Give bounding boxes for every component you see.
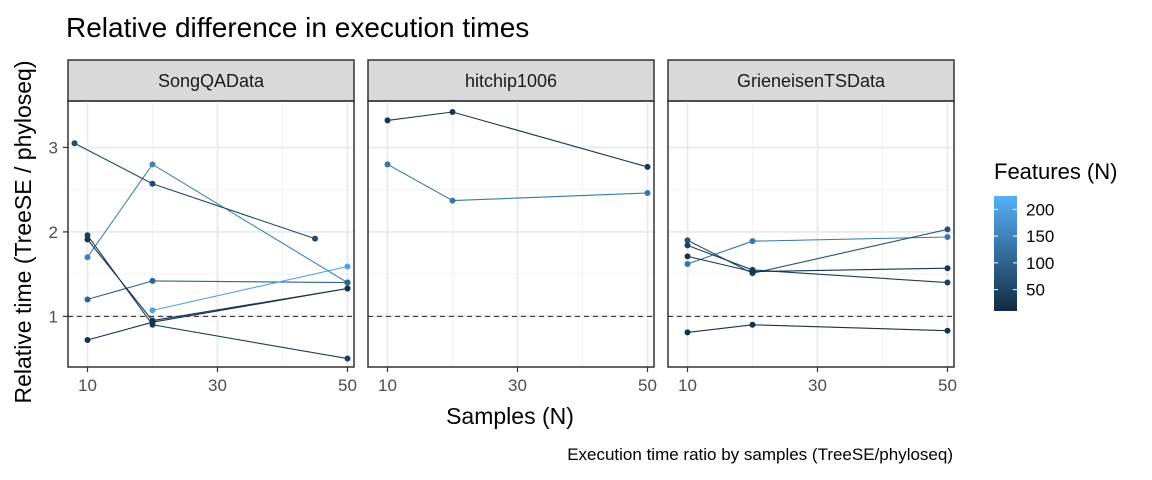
data-point [684, 253, 691, 260]
data-point [84, 232, 91, 239]
y-tick-label: 2 [49, 223, 58, 242]
data-point [344, 355, 351, 362]
x-tick-label: 30 [508, 376, 527, 395]
data-point [944, 226, 951, 233]
data-point [749, 321, 756, 328]
x-tick-label: 30 [808, 376, 827, 395]
data-point [384, 117, 391, 124]
major-grid [68, 101, 354, 367]
data-point [684, 329, 691, 336]
major-grid [368, 101, 654, 367]
data-point [149, 307, 156, 314]
panel-strip-label: SongQAData [158, 71, 265, 91]
panel-border [667, 100, 955, 368]
x-tick-label: 50 [938, 376, 957, 395]
data-point [149, 180, 156, 187]
data-point [84, 296, 91, 303]
x-tick-label: 30 [208, 376, 227, 395]
data-point [749, 268, 756, 275]
legend-tick-label: 200 [1026, 200, 1054, 219]
data-point [749, 238, 756, 245]
panel-strip [367, 59, 655, 102]
data-point [684, 260, 691, 267]
panel-SongQAData: SongQAData 10 30 50 1 2 3 [49, 59, 357, 395]
y-tick-label: 3 [49, 138, 58, 157]
x-axis-title: Samples (N) [446, 403, 574, 429]
panel-strip-label: hitchip1006 [465, 71, 557, 91]
series-line [684, 321, 951, 336]
data-point [449, 197, 456, 204]
panel-strip-label: GrieneisenTSData [737, 71, 886, 91]
legend-tick-label: 150 [1026, 227, 1054, 246]
x-tick-label: 10 [678, 376, 697, 395]
panel-GrieneisenTSData: GrieneisenTSData 10 30 50 [667, 59, 957, 395]
data-point [944, 233, 951, 240]
data-point [684, 242, 691, 249]
data-point [84, 254, 91, 261]
series-line [84, 277, 351, 303]
chart-title: Relative difference in execution times [66, 12, 529, 43]
minor-grid [368, 101, 654, 367]
series-line [684, 253, 951, 275]
data-point [449, 108, 456, 115]
data-point [944, 279, 951, 286]
series-line [71, 140, 318, 242]
x-tick-label: 10 [78, 376, 97, 395]
data-point [344, 263, 351, 270]
series-line [84, 285, 351, 343]
series-line [384, 161, 651, 204]
data-point [84, 236, 91, 243]
data-point [71, 140, 78, 147]
minor-grid [68, 101, 354, 367]
series-path [152, 265, 348, 311]
panel-strip [67, 59, 355, 102]
panel-strip [667, 59, 955, 102]
x-tick-label: 50 [338, 376, 357, 395]
panel-border [67, 100, 355, 368]
series-line [384, 108, 651, 170]
data-point [384, 161, 391, 168]
data-point [684, 237, 691, 244]
data-point [944, 265, 951, 272]
legend-ticks: 50 100 150 200 [994, 200, 1054, 300]
data-point [149, 161, 156, 168]
data-point [84, 336, 91, 343]
legend-colorbar [994, 196, 1017, 311]
y-tick-label: 1 [49, 307, 58, 326]
data-point [644, 190, 651, 197]
data-point [344, 285, 351, 292]
series-line [684, 233, 951, 267]
legend: Features (N) 50 100 150 200 [994, 159, 1117, 311]
x-tick-label: 10 [378, 376, 397, 395]
series-line [149, 263, 351, 314]
panel-border [367, 100, 655, 368]
legend-tick-label: 100 [1026, 254, 1054, 273]
data-point [149, 277, 156, 284]
data-point [312, 235, 318, 242]
data-point [644, 163, 651, 170]
x-tick-label: 50 [638, 376, 657, 395]
data-point [149, 319, 156, 326]
legend-tick-label: 50 [1026, 281, 1045, 300]
data-point [944, 327, 951, 334]
panel-hitchip1006: hitchip1006 10 30 50 [367, 59, 657, 395]
data-point [344, 279, 351, 286]
chart-caption: Execution time ratio by samples (TreeSE/… [567, 445, 953, 464]
legend-title: Features (N) [994, 159, 1117, 184]
y-axis-title: Relative time (TreeSE / phyloseq) [10, 60, 36, 403]
